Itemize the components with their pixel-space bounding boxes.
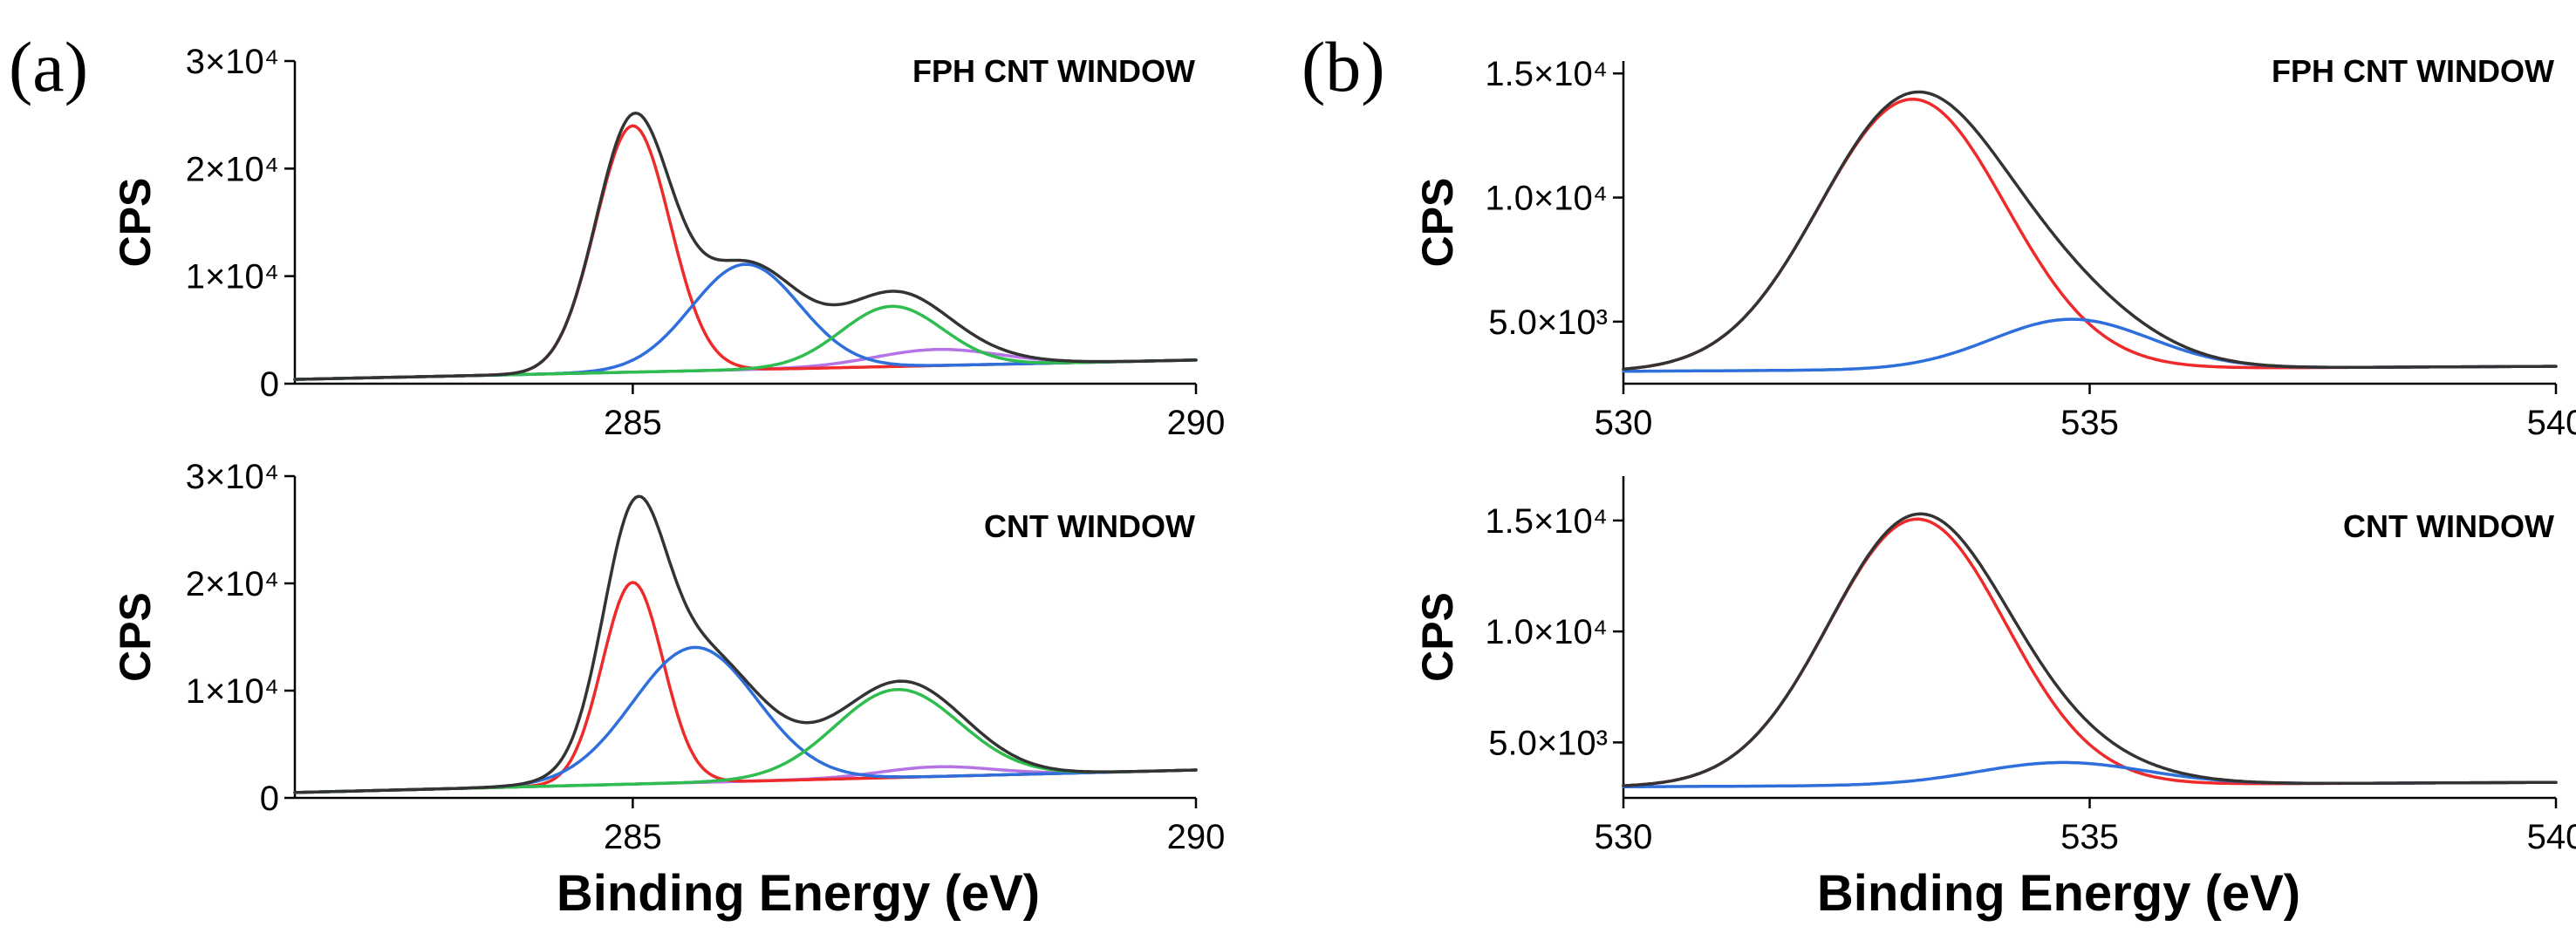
y-axis-label: CPS [111,178,160,268]
y-tick-label: 1.0×10⁴ [1485,180,1608,218]
y-axis-label: CPS [1413,592,1462,682]
y-tick-label: 1.0×10⁴ [1485,613,1608,651]
plot-title: CNT WINDOW [2343,508,2554,544]
y-tick-label: 0 [260,365,279,404]
y-tick-label: 3×10⁴ [186,458,279,496]
x-tick-label: 535 [2060,404,2119,442]
plot-title: CNT WINDOW [984,508,1195,544]
x-tick-label: 285 [604,818,662,856]
component-peak-1-red [293,581,1198,794]
plot-a-bottom: 0 1×10⁴ 2×10⁴ 3×10⁴ 285 290 CPS CNT WINDOW [111,458,1225,856]
y-tick-label: 2×10⁴ [186,565,279,603]
y-tick-label: 5.0×10³ [1488,303,1608,342]
y-tick-label: 1×10⁴ [186,258,279,296]
envelope-curve [1622,512,2558,787]
y-tick-label: 2×10⁴ [186,150,279,188]
plot-b-bottom: 5.0×10³ 1.0×10⁴ 1.5×10⁴ 530 535 540 CPS CNT WIN… [1413,476,2576,856]
panel-label-b: (b) [1302,27,1385,106]
x-tick-label: 290 [1167,404,1226,442]
x-tick-label: 540 [2527,404,2576,442]
component-peak-3-green [293,687,1198,794]
component-peak-3-green [293,304,1198,381]
plot-title: FPH CNT WINDOW [2272,53,2554,89]
envelope-curve [1622,90,2558,371]
x-tick-label: 535 [2060,818,2119,856]
component-peak-1-red [1622,98,2558,371]
component-peak-2-blue [1622,317,2558,373]
y-axis-label: CPS [111,592,160,682]
envelope-curve [293,494,1198,794]
plot-title: FPH CNT WINDOW [912,53,1195,89]
panel-label-a: (a) [9,27,88,106]
x-tick-label: 285 [604,404,662,442]
y-tick-label: 5.0×10³ [1488,724,1608,762]
x-axis-label-b: Binding Energy (eV) [1817,865,2300,922]
x-tick-label: 540 [2527,818,2576,856]
plot-b-top: 5.0×10³ 1.0×10⁴ 1.5×10⁴ 530 535 540 CPS FPH CNT… [1413,53,2576,442]
x-tick-label: 530 [1595,818,1653,856]
component-peak-1-red [1622,517,2558,787]
envelope-curve [293,111,1198,381]
y-axis-label: CPS [1413,178,1462,268]
y-tick-label: 0 [260,780,279,818]
plot-a-top: 0 1×10⁴ 2×10⁴ 3×10⁴ 285 290 CPS FPH CNT WINDOW [111,43,1225,442]
y-tick-label: 1.5×10⁴ [1485,502,1608,541]
x-tick-label: 290 [1167,818,1226,856]
x-axis-label-a: Binding Energy (eV) [557,865,1040,922]
x-tick-label: 530 [1595,404,1653,442]
y-tick-label: 1.5×10⁴ [1485,55,1608,93]
y-tick-label: 3×10⁴ [186,43,279,81]
y-tick-label: 1×10⁴ [186,672,279,711]
component-peak-1-red [293,124,1198,381]
